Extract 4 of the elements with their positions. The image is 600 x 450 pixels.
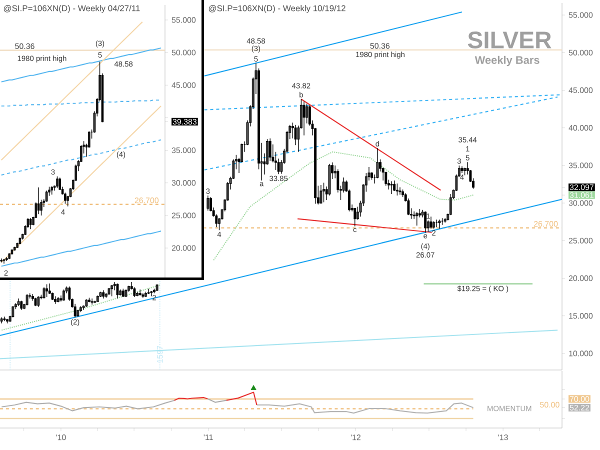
- annotation: Weekly Bars: [474, 56, 540, 66]
- chart-title: @SI.P=106XN(D) - Weekly 10/19/12: [208, 5, 346, 13]
- annotation: SILVER: [468, 32, 552, 48]
- chart-title: @SI.P=106XN(D) - Weekly 04/27/11: [4, 5, 140, 13]
